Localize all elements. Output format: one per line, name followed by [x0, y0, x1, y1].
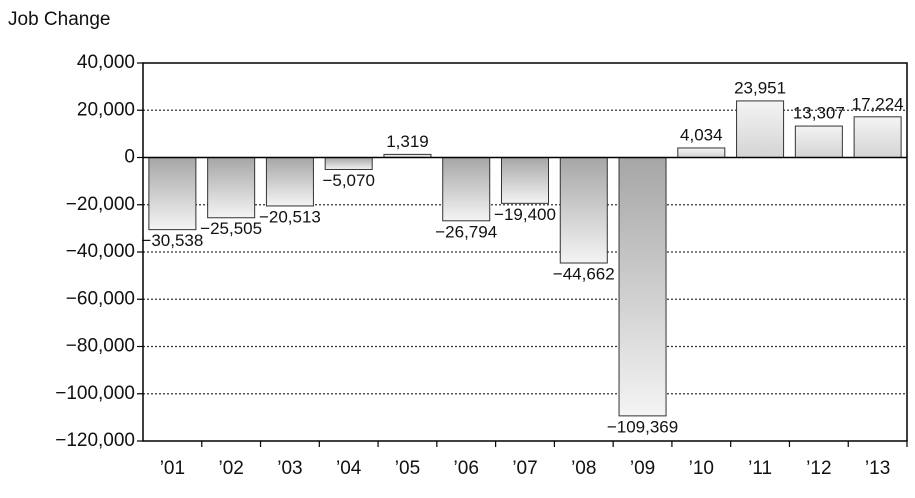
y-tick-label: 20,000: [77, 99, 135, 120]
value-label: −30,538: [141, 231, 203, 250]
y-tick-label: −120,000: [55, 430, 135, 451]
y-tick-label: −60,000: [66, 288, 135, 309]
bar: [677, 147, 726, 159]
bar: [207, 157, 256, 219]
value-label: −19,400: [494, 205, 556, 224]
x-tick-label: ’13: [865, 458, 890, 479]
value-label: −26,794: [435, 222, 497, 241]
x-tick-label: ’05: [395, 458, 420, 479]
bar: [736, 100, 785, 158]
value-label: 1,319: [386, 132, 429, 151]
x-tick-label: ’03: [277, 458, 302, 479]
value-label: 13,307: [793, 104, 845, 123]
y-tick-label: −100,000: [55, 383, 135, 404]
y-tick-label: −80,000: [66, 336, 135, 357]
x-tick-label: ’08: [571, 458, 596, 479]
bar: [853, 116, 902, 158]
chart-title: Job Change: [8, 9, 110, 30]
value-label: −20,513: [259, 207, 321, 226]
x-tick-label: ’12: [806, 458, 831, 479]
value-label: −44,662: [553, 264, 615, 283]
bar: [148, 157, 197, 231]
x-tick-label: ’07: [512, 458, 537, 479]
value-label: 23,951: [734, 78, 786, 97]
y-tick-label: 0: [124, 147, 135, 168]
bar: [500, 157, 550, 204]
y-tick-label: 40,000: [77, 52, 135, 73]
x-tick-label: ’06: [454, 458, 479, 479]
x-tick-label: ’02: [218, 458, 243, 479]
value-label: −109,369: [607, 417, 678, 436]
value-label: −5,070: [322, 171, 374, 190]
x-tick-label: ’04: [336, 458, 362, 479]
x-tick-label: ’09: [630, 458, 655, 479]
y-tick-label: −20,000: [66, 194, 135, 215]
y-tick-label: −40,000: [66, 241, 135, 262]
value-label: 4,034: [680, 125, 723, 144]
value-label: 17,224: [852, 94, 904, 113]
bar: [442, 157, 491, 222]
x-tick-label: ’11: [748, 458, 772, 479]
bar: [794, 125, 843, 158]
plot-frame: [142, 62, 908, 442]
x-tick-label: ’10: [689, 458, 714, 479]
bar: [559, 157, 608, 264]
bar: [265, 157, 314, 207]
value-label: −25,505: [200, 219, 262, 238]
bar: [618, 157, 667, 417]
x-tick-label: ’01: [160, 458, 185, 479]
bar: [324, 157, 373, 170]
